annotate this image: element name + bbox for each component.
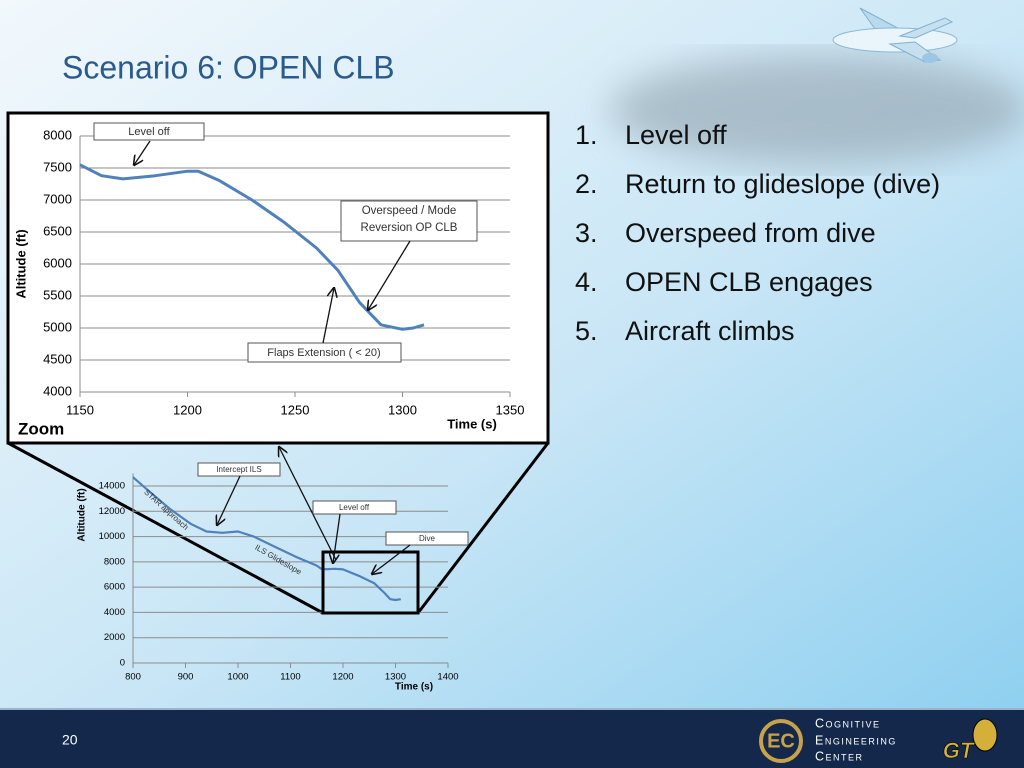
x-axis-label: Time (s) [395, 682, 433, 693]
y-tick-label: 10000 [99, 531, 125, 542]
annotation-box [93, 122, 205, 141]
arrow [368, 240, 411, 310]
y-tick-label: 8000 [43, 127, 72, 142]
list-marker: 4. [575, 267, 598, 297]
arrow [372, 544, 411, 574]
arrow [134, 140, 151, 165]
y-tick-label: 0 [120, 658, 125, 669]
y-tick-label: 5500 [43, 287, 72, 302]
x-tick-label: 1200 [332, 672, 353, 683]
annotation: Intercept ILS [216, 465, 261, 474]
list-item: Level off [625, 120, 727, 150]
y-tick-label: 12000 [99, 506, 125, 517]
logo-text: Cognitive [815, 716, 881, 730]
annotation: Flaps Extension ( < 20) [267, 347, 380, 359]
x-tick-label: 1350 [496, 402, 525, 417]
logo-mark: EC [767, 730, 795, 752]
x-tick-label: 1250 [281, 402, 310, 417]
cec-logo: EC Cognitive Engineering Center [759, 716, 897, 763]
list-item: Return to glideslope (dive) [625, 169, 940, 199]
list-item: Overspeed from dive [625, 218, 876, 248]
logo-text: Engineering [815, 733, 897, 747]
x-tick-label: 1300 [388, 402, 417, 417]
y-tick-label: 7500 [43, 159, 72, 174]
zoom-connector [416, 442, 550, 614]
x-tick-label: 1400 [437, 672, 458, 683]
logo-ring [759, 719, 803, 763]
arrow [333, 513, 341, 563]
logo-text: Center [815, 749, 864, 763]
logo-bee [972, 718, 998, 752]
zoom-chart-frame [6, 111, 550, 445]
zoom-region [321, 550, 420, 615]
data-line [132, 476, 401, 602]
zoom-label: Zoom [18, 419, 64, 438]
overview-chart: 0 2000 4000 6000 8000 10000 12000 14000 800 900 10… [77, 473, 459, 693]
y-tick-label: 6000 [43, 255, 72, 270]
annotation-box [385, 531, 469, 546]
annotation-box [197, 462, 281, 477]
x-tick-label: 800 [125, 672, 141, 683]
y-tick-label: 7000 [43, 191, 72, 206]
y-tick-label: 6500 [43, 223, 72, 238]
list-marker: 5. [575, 316, 598, 346]
x-tick-label: 900 [178, 672, 194, 683]
arrow [217, 475, 241, 525]
cloud [610, 55, 1024, 165]
x-tick-label: 1100 [280, 672, 300, 683]
list-marker: 3. [575, 218, 598, 248]
y-tick-label: 8000 [104, 556, 125, 567]
data-line [79, 163, 425, 331]
gt-logo: GT [942, 718, 998, 763]
list-item: Aircraft climbs [625, 316, 795, 346]
y-axis-label: Altitude (ft) [13, 229, 28, 298]
y-tick-label: 4000 [43, 383, 72, 398]
slide-title: Scenario 6: OPEN CLB [62, 49, 395, 85]
logo-mark: GT [943, 738, 975, 763]
annotation: Overspeed / Mode Reversion OP CLB [360, 205, 458, 234]
zoom-chart: 4000 4500 5000 5500 6000 6500 7000 7500 8000 1150… [13, 127, 524, 431]
page-number: 20 [62, 732, 78, 748]
arrow [279, 447, 337, 561]
annotation-box [340, 200, 478, 242]
y-tick-label: 4500 [43, 351, 72, 366]
annotation: Level off [128, 126, 170, 138]
y-tick-label: 6000 [104, 582, 125, 593]
x-axis-label: Time (s) [447, 416, 497, 431]
y-tick-label: 2000 [104, 632, 125, 643]
footer-bar [0, 708, 1024, 768]
bullet-list: 1. Level off 2. Return to glideslope (dive)… [575, 120, 940, 346]
zoom-connector [7, 441, 324, 615]
x-tick-label: 1150 [66, 402, 94, 417]
x-tick-label: 1300 [385, 672, 406, 683]
list-item: OPEN CLB engages [625, 267, 873, 297]
y-tick-label: 14000 [99, 481, 125, 492]
x-tick-label: 1200 [173, 402, 202, 417]
y-tick-label: 5000 [43, 319, 72, 334]
annotation: Dive [419, 534, 436, 543]
annotation-box [312, 500, 397, 515]
list-marker: 2. [575, 169, 598, 199]
annotation-box [247, 342, 402, 363]
x-tick-label: 1000 [227, 672, 248, 683]
airplane-illustration [832, 7, 958, 63]
list-marker: 1. [575, 120, 598, 150]
annotation-wrap: Overspeed / Mode Reversion OP CLB [360, 205, 458, 234]
annotation: Level off [339, 503, 370, 512]
y-tick-label: 4000 [104, 607, 125, 618]
y-axis-label: Altitude (ft) [77, 488, 88, 541]
arrow [322, 288, 334, 344]
